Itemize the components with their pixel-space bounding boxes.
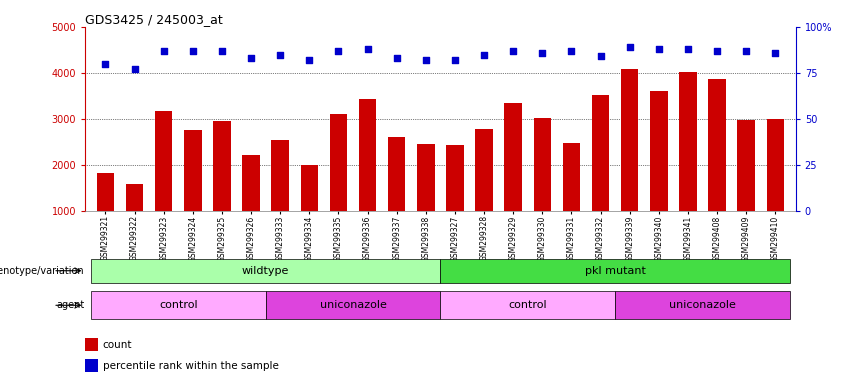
Bar — [650, 91, 667, 257]
Text: GDS3425 / 245003_at: GDS3425 / 245003_at — [85, 13, 223, 26]
Bar — [441, 291, 615, 319]
Bar — [91, 259, 441, 283]
Bar — [155, 111, 173, 257]
Bar — [534, 118, 551, 257]
Bar — [621, 69, 638, 257]
Bar — [767, 119, 784, 257]
Bar — [446, 145, 464, 257]
Text: pkl mutant: pkl mutant — [585, 266, 646, 276]
Point — [244, 55, 258, 61]
Point — [681, 46, 694, 52]
Text: control: control — [508, 300, 547, 310]
Bar — [243, 154, 260, 257]
Text: uniconazole: uniconazole — [669, 300, 736, 310]
Bar — [615, 291, 790, 319]
Bar — [441, 259, 790, 283]
Text: genotype/variation: genotype/variation — [0, 266, 84, 276]
Point — [740, 48, 753, 54]
Point — [99, 61, 112, 67]
Text: uniconazole: uniconazole — [320, 300, 386, 310]
Point — [186, 48, 200, 54]
Bar — [126, 184, 143, 257]
Bar — [563, 142, 580, 257]
Bar — [300, 165, 318, 257]
Point — [564, 48, 578, 54]
Point — [711, 48, 724, 54]
Bar — [708, 79, 726, 257]
Bar — [91, 291, 266, 319]
Bar — [417, 144, 435, 257]
Bar — [738, 119, 755, 257]
Point — [419, 57, 432, 63]
Bar — [85, 338, 98, 351]
Text: percentile rank within the sample: percentile rank within the sample — [103, 361, 279, 371]
Text: count: count — [103, 339, 133, 350]
Point — [361, 46, 374, 52]
Point — [332, 48, 346, 54]
Point — [768, 50, 782, 56]
Bar — [388, 137, 405, 257]
Bar — [679, 72, 697, 257]
Point — [652, 46, 665, 52]
Text: agent: agent — [56, 300, 84, 310]
Bar — [85, 359, 98, 372]
Bar — [359, 99, 376, 257]
Bar — [266, 291, 441, 319]
Bar — [184, 130, 202, 257]
Text: control: control — [159, 300, 197, 310]
Bar — [591, 95, 609, 257]
Point — [215, 48, 229, 54]
Point — [594, 53, 608, 60]
Point — [273, 51, 287, 58]
Point — [506, 48, 520, 54]
Bar — [97, 174, 114, 257]
Point — [535, 50, 549, 56]
Point — [128, 66, 141, 72]
Point — [303, 57, 317, 63]
Bar — [214, 121, 231, 257]
Bar — [271, 140, 289, 257]
Bar — [329, 114, 347, 257]
Point — [157, 48, 170, 54]
Text: wildtype: wildtype — [242, 266, 289, 276]
Point — [477, 51, 491, 58]
Bar — [476, 129, 493, 257]
Point — [448, 57, 462, 63]
Bar — [505, 103, 522, 257]
Point — [623, 44, 637, 50]
Point — [390, 55, 403, 61]
